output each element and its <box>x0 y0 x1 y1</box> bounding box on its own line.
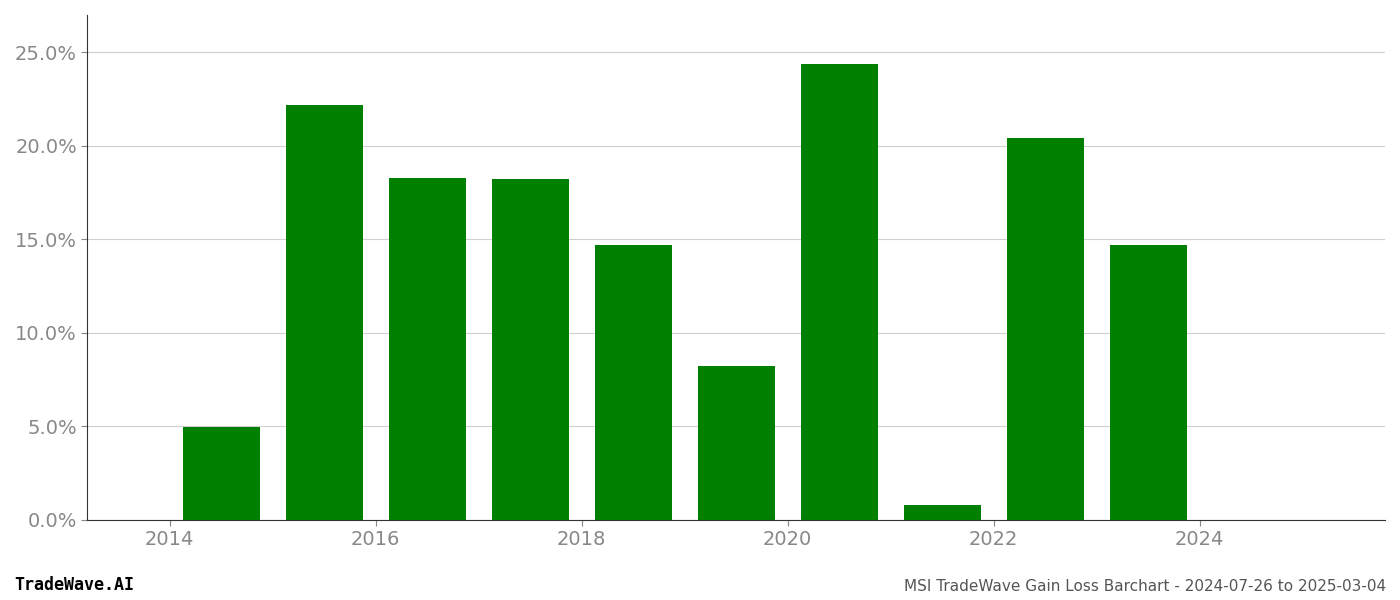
Text: TradeWave.AI: TradeWave.AI <box>14 576 134 594</box>
Bar <box>286 105 363 520</box>
Bar <box>697 367 774 520</box>
Bar <box>1110 245 1187 520</box>
Bar <box>491 179 568 520</box>
Bar <box>389 178 466 520</box>
Bar <box>903 505 981 520</box>
Bar <box>595 245 672 520</box>
Bar <box>182 427 260 520</box>
Bar <box>801 64 878 520</box>
Bar <box>1007 139 1084 520</box>
Text: MSI TradeWave Gain Loss Barchart - 2024-07-26 to 2025-03-04: MSI TradeWave Gain Loss Barchart - 2024-… <box>904 579 1386 594</box>
